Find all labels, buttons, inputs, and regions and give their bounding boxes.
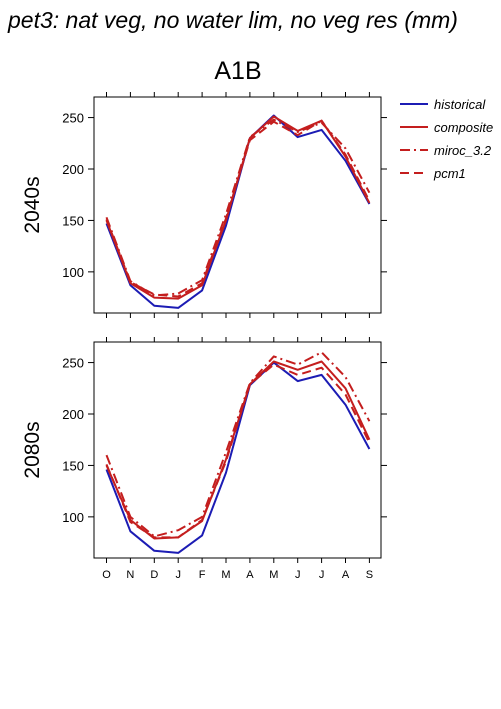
- panel-2040s: 100 150 200 250 2040s: [21, 92, 387, 318]
- y-tick-label: 200: [62, 162, 84, 177]
- panel-label: 2080s: [21, 421, 44, 478]
- figure-title: pet3: nat veg, no water lim, no veg res …: [7, 7, 458, 33]
- y-tick-label: 250: [62, 111, 84, 126]
- x-tick-label: S: [366, 569, 373, 581]
- plot-frame: [93, 341, 382, 559]
- series-line-miroc_3.2: [105, 118, 371, 297]
- legend-label: pcm1: [433, 166, 466, 181]
- x-tick-label: A: [342, 569, 350, 581]
- series-line-pcm1: [105, 119, 371, 298]
- x-tick-label: J: [295, 569, 301, 581]
- legend-label: miroc_3.2: [434, 143, 492, 158]
- y-tick-label: 100: [62, 265, 84, 280]
- y-tick-label: 100: [62, 510, 84, 525]
- x-tick-label: F: [199, 569, 206, 581]
- x-tick-label: M: [221, 569, 230, 581]
- y-tick-label: 150: [62, 213, 84, 228]
- x-tick-label: M: [269, 569, 278, 581]
- legend-item-composite: composite: [400, 120, 493, 135]
- x-tick-label: J: [175, 569, 181, 581]
- panel-label: 2040s: [21, 176, 44, 233]
- y-tick-label: 150: [62, 458, 84, 473]
- y-tick-label: 200: [62, 407, 84, 422]
- x-tick-label: D: [150, 569, 158, 581]
- y-tick-label: 250: [62, 356, 84, 371]
- legend: historical composite miroc_3.2 pcm1: [400, 97, 493, 181]
- series-line-composite: [105, 360, 371, 540]
- x-tick-label: J: [319, 569, 325, 581]
- chart-panels: 100 150 200 250 2040s 100 150 200 250 2080s: [21, 92, 387, 563]
- legend-item-pcm1: pcm1: [400, 166, 466, 181]
- x-tick-label: A: [246, 569, 254, 581]
- legend-label: historical: [434, 97, 486, 112]
- plot-frame: [93, 96, 382, 314]
- series-line-composite: [105, 115, 371, 300]
- series-line-historical: [105, 114, 371, 309]
- panel-2080s: 100 150 200 250 2080s: [21, 337, 387, 563]
- legend-item-miroc_3.2: miroc_3.2: [400, 143, 492, 158]
- scenario-title: A1B: [214, 57, 261, 85]
- x-tick-label: O: [102, 569, 111, 581]
- series-line-pcm1: [105, 363, 371, 539]
- x-tick-label: N: [126, 569, 134, 581]
- series-line-miroc_3.2: [105, 351, 371, 538]
- legend-item-historical: historical: [400, 97, 486, 112]
- series-line-historical: [105, 361, 371, 554]
- legend-label: composite: [434, 120, 493, 135]
